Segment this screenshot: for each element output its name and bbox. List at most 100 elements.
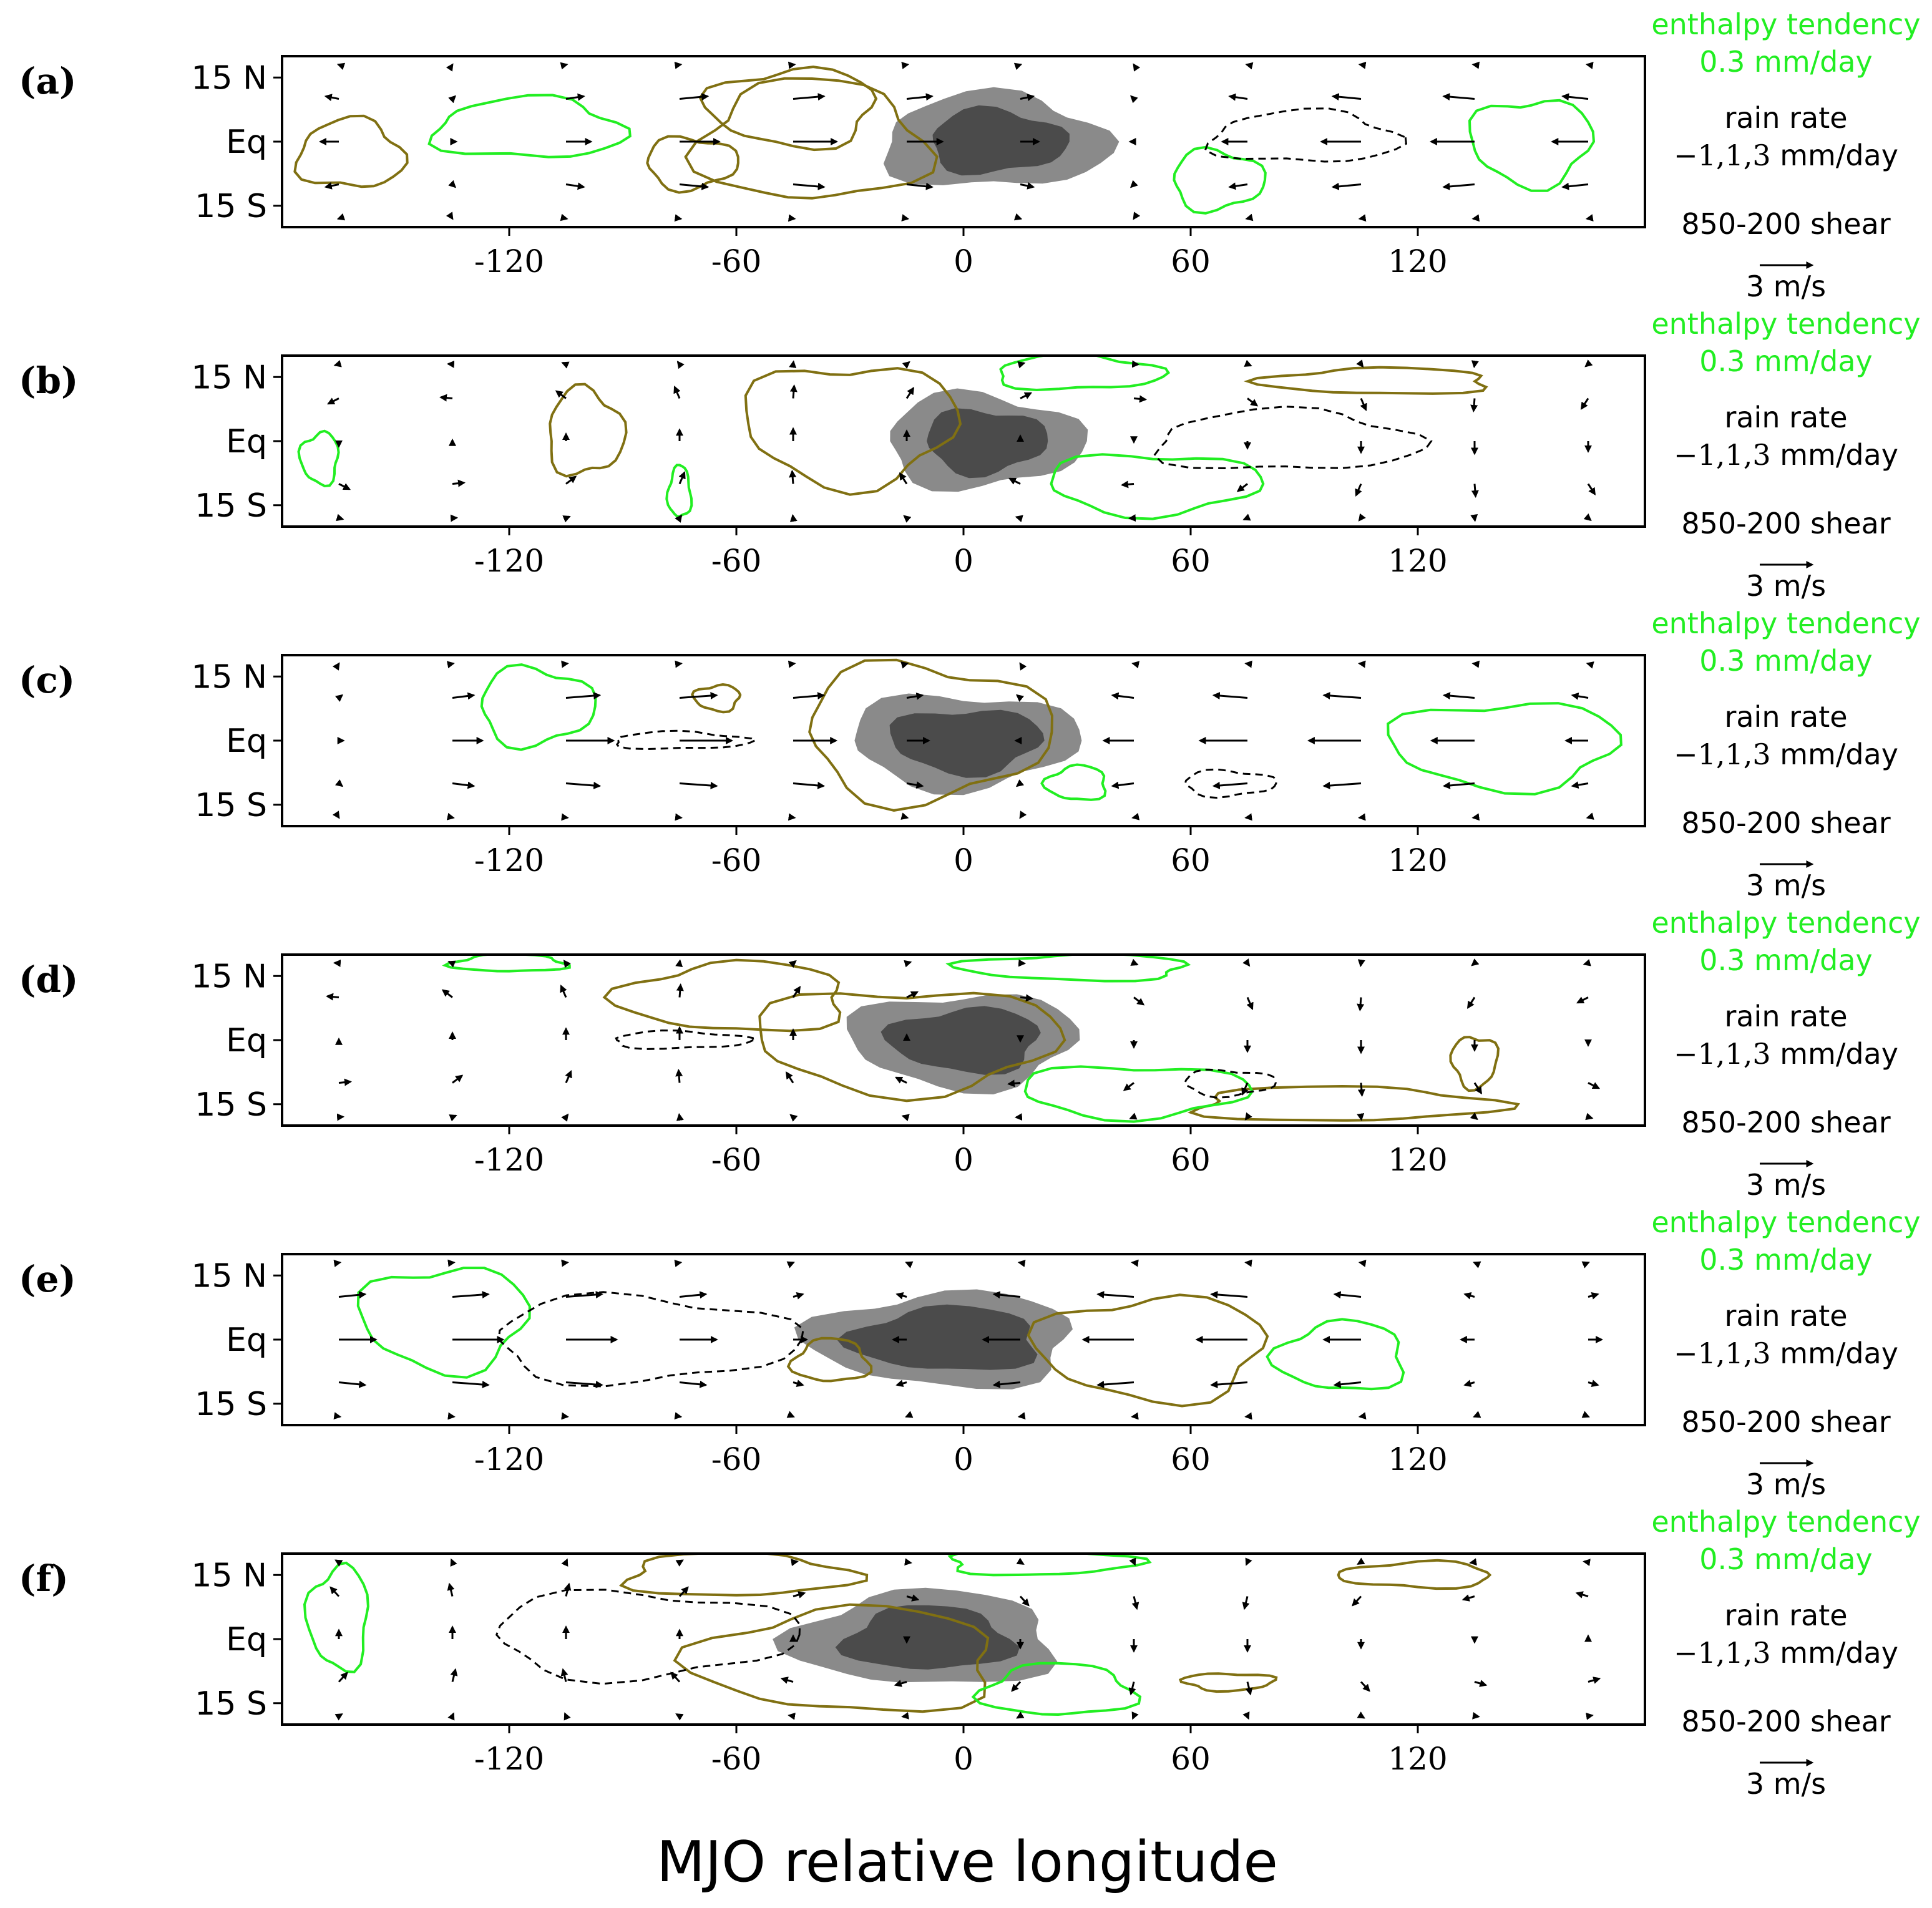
shear-vector bbox=[788, 1712, 796, 1720]
shear-vector bbox=[1015, 515, 1023, 522]
shear-vector bbox=[1212, 781, 1248, 789]
legend-enthalpy-title: enthalpy tendency bbox=[1651, 906, 1920, 940]
enthalpy-negative-contour bbox=[1178, 1672, 1278, 1693]
shear-vector bbox=[1442, 182, 1475, 190]
x-tick-label: 60 bbox=[1171, 1441, 1211, 1477]
x-tick-label: 60 bbox=[1171, 543, 1211, 579]
y-tick-label: 15 N bbox=[191, 958, 267, 995]
shear-vector bbox=[1020, 392, 1033, 399]
enthalpy-negative-contour bbox=[646, 135, 739, 194]
shear-vector bbox=[1331, 182, 1362, 190]
shear-vector bbox=[452, 781, 476, 789]
x-tick-label: 60 bbox=[1171, 842, 1211, 879]
shear-vector bbox=[789, 360, 797, 369]
shear-vector bbox=[1561, 182, 1589, 190]
shear-vector bbox=[788, 960, 797, 968]
plot-area bbox=[332, 658, 1622, 821]
shear-vector bbox=[338, 483, 351, 490]
legend-rain-levels-values: −1,1,3 bbox=[1674, 1336, 1771, 1370]
plot-area bbox=[333, 1259, 1604, 1420]
rain-rate-inner-contour bbox=[881, 1006, 1041, 1075]
enthalpy-negative-contour bbox=[1337, 1559, 1492, 1590]
shear-vector bbox=[780, 1677, 794, 1684]
shear-vector bbox=[1020, 994, 1033, 1002]
shear-vector bbox=[1236, 483, 1248, 492]
legend-enthalpy-value: 0.3 mm/day bbox=[1699, 943, 1873, 977]
shear-vector bbox=[904, 1558, 912, 1566]
enthalpy-positive-contour bbox=[1468, 99, 1596, 192]
shear-vector bbox=[1130, 958, 1139, 966]
shear-vector bbox=[333, 360, 342, 367]
shear-vector bbox=[1470, 398, 1478, 412]
legend-shear-title: 850-200 shear bbox=[1681, 507, 1890, 540]
shear-vector bbox=[452, 1074, 464, 1084]
shear-vector bbox=[1212, 692, 1248, 700]
shear-vector bbox=[1588, 1380, 1599, 1387]
legend-rain-levels: −1,1,3 mm/day bbox=[1674, 139, 1898, 172]
shear-vector bbox=[1228, 182, 1248, 190]
enthalpy-negative-contour bbox=[1244, 366, 1488, 395]
x-tick-label: 60 bbox=[1171, 1741, 1211, 1777]
x-tick-label: -60 bbox=[711, 1741, 762, 1777]
y-tick-label: Eq bbox=[226, 723, 267, 760]
enthalpy-positive-contour bbox=[297, 429, 340, 488]
shear-vector bbox=[675, 514, 683, 523]
x-tick-label: 120 bbox=[1388, 543, 1447, 579]
shear-vector bbox=[448, 180, 457, 188]
shear-vector bbox=[1358, 513, 1366, 522]
shear-vector bbox=[448, 95, 457, 104]
shear-vector bbox=[678, 470, 686, 485]
enthalpy-positive-contour bbox=[356, 1267, 531, 1379]
legend-enthalpy-title: enthalpy tendency bbox=[1651, 307, 1920, 341]
x-tick-label: -120 bbox=[474, 842, 544, 879]
enthalpy-negative-contour bbox=[293, 114, 409, 188]
shear-vector bbox=[906, 182, 934, 190]
x-tick-label: -60 bbox=[711, 1441, 762, 1477]
y-tick-label: 15 S bbox=[195, 1086, 267, 1124]
x-tick-label: 0 bbox=[954, 1441, 973, 1477]
shear-vector bbox=[1210, 1291, 1248, 1298]
enthalpy-positive-contour bbox=[1387, 702, 1622, 796]
rain-rate-inner-contour bbox=[837, 1304, 1038, 1370]
shear-vector bbox=[1241, 1082, 1249, 1096]
enthalpy-negative-contour bbox=[673, 1603, 990, 1713]
shear-vector bbox=[1442, 93, 1475, 101]
shear-vector bbox=[1129, 1557, 1136, 1566]
x-axis-label: MJO relative longitude bbox=[656, 1829, 1278, 1895]
shear-vector bbox=[326, 993, 339, 1001]
shear-vector bbox=[1561, 93, 1589, 101]
shear-vector bbox=[452, 692, 476, 700]
y-tick-label: 15 N bbox=[191, 658, 267, 696]
y-tick-label: 15 S bbox=[195, 188, 267, 225]
shear-vector bbox=[452, 479, 466, 487]
shear-vector bbox=[1571, 692, 1589, 700]
panel-legend: enthalpy tendency 0.3 mm/day rain rate −1,1… bbox=[1651, 7, 1920, 303]
legend-enthalpy-value: 0.3 mm/day bbox=[1699, 344, 1873, 378]
legend-enthalpy-title: enthalpy tendency bbox=[1651, 606, 1920, 640]
legend-rain-levels-values: −1,1,3 bbox=[1674, 139, 1771, 172]
shear-vector bbox=[561, 1558, 568, 1567]
legend-rain-title: rain rate bbox=[1724, 101, 1847, 135]
rain-rate-inner-contour bbox=[835, 1605, 1020, 1670]
panel-label: (b) bbox=[19, 359, 78, 402]
x-tick-label: 60 bbox=[1171, 1142, 1211, 1178]
rain-rate-negative-contour bbox=[615, 1029, 754, 1050]
shear-vector bbox=[670, 1672, 681, 1683]
shear-vector bbox=[1244, 359, 1252, 367]
shear-vector bbox=[992, 1380, 1021, 1388]
enthalpy-negative-contour bbox=[618, 1554, 869, 1597]
shear-vector bbox=[676, 983, 684, 998]
enthalpy-negative-contour bbox=[1027, 1293, 1269, 1408]
shear-vector bbox=[1245, 1557, 1252, 1566]
legend-enthalpy-title: enthalpy tendency bbox=[1651, 7, 1920, 41]
legend-enthalpy-title: enthalpy tendency bbox=[1651, 1505, 1920, 1539]
shear-vector bbox=[679, 182, 710, 190]
shear-vector bbox=[1585, 1112, 1594, 1121]
shear-vector bbox=[1016, 1711, 1025, 1719]
legend-shear-reference-label: 3 m/s bbox=[1746, 1767, 1826, 1801]
shear-vector bbox=[1463, 1380, 1475, 1387]
shear-vector bbox=[1111, 781, 1134, 789]
legend-rain-unit: mm/day bbox=[1771, 438, 1898, 472]
shear-vector bbox=[1442, 692, 1475, 700]
